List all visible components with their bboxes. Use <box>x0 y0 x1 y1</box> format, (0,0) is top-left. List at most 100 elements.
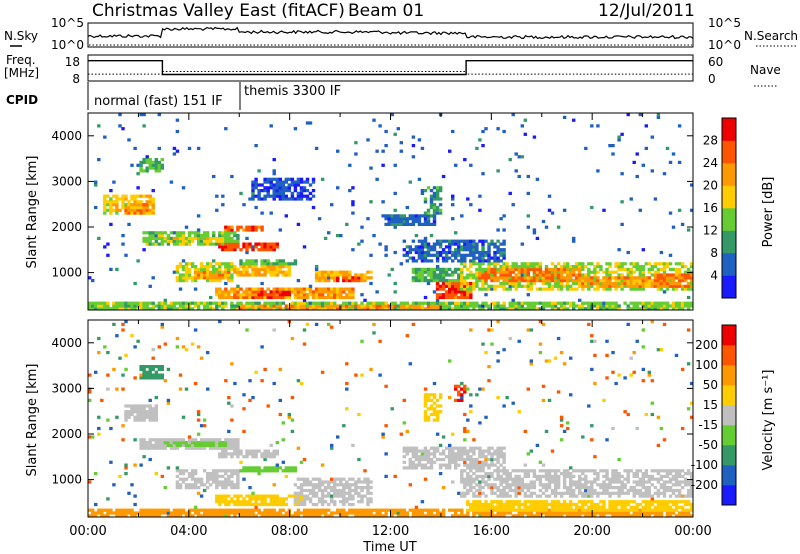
scatter-cell <box>302 488 307 493</box>
scatter-cell <box>617 514 621 518</box>
scatter-cell <box>662 284 667 288</box>
scatter-cell <box>478 304 482 308</box>
scatter-cell <box>88 304 92 308</box>
scatter-cell <box>196 486 201 490</box>
scatter-cell <box>484 449 488 453</box>
scatter-cell <box>109 460 113 464</box>
scatter-cell <box>320 502 325 507</box>
scatter-cell <box>154 373 159 377</box>
scatter-cell <box>665 276 670 280</box>
scatter-cell <box>221 452 225 456</box>
scatter-cell <box>212 270 216 274</box>
scatter-cell <box>121 387 125 391</box>
scatter-cell <box>411 446 416 450</box>
scatter-cell <box>209 301 213 305</box>
scatter-cell <box>451 281 455 286</box>
scatter-cell <box>254 177 258 181</box>
scatter-cell <box>323 279 328 283</box>
scatter-cell <box>572 118 576 122</box>
scatter-cell <box>121 203 125 207</box>
scatter-cell <box>275 494 280 498</box>
scatter-cell <box>478 250 482 255</box>
scatter-cell <box>517 284 521 288</box>
scatter-cell <box>248 494 252 498</box>
scatter-cell <box>590 486 594 490</box>
scatter-cell <box>502 514 506 518</box>
scatter-cell <box>124 304 128 308</box>
scatter-cell <box>290 191 295 196</box>
scatter-cell <box>299 500 304 504</box>
scatter-cell <box>266 191 270 196</box>
scatter-cell <box>587 307 591 311</box>
scatter-cell <box>484 457 488 462</box>
scatter-cell <box>178 276 183 280</box>
scatter-cell <box>169 239 174 243</box>
scatter-cell <box>360 239 364 243</box>
scatter-cell <box>124 194 128 198</box>
scatter-cell <box>218 279 222 283</box>
scatter-cell <box>429 466 434 470</box>
scatter-cell <box>148 163 152 167</box>
scatter-cell <box>178 511 183 515</box>
scatter-cell <box>581 304 585 308</box>
scatter-cell <box>683 270 688 274</box>
scatter-cell <box>526 328 531 332</box>
scatter-cell <box>272 242 276 246</box>
scatter-cell <box>493 514 497 518</box>
scatter-cell <box>275 466 280 470</box>
scatter-cell <box>330 295 334 300</box>
scatter-cell <box>293 494 298 498</box>
scatter-cell <box>614 279 618 283</box>
scatter-cell <box>287 177 292 181</box>
scatter-cell <box>184 483 189 487</box>
scatter-cell <box>466 242 470 246</box>
scatter-cell <box>287 466 292 470</box>
scatter-cell <box>475 250 479 255</box>
scatter-cell <box>490 446 494 450</box>
scatter-cell <box>254 494 258 498</box>
scatter-cell <box>145 508 149 512</box>
scatter-cell <box>348 483 352 487</box>
scatter-cell <box>121 197 125 201</box>
scatter-cell <box>432 460 437 464</box>
scatter-cell <box>372 514 376 518</box>
scatter-cell <box>118 208 122 212</box>
scatter-cell <box>596 307 600 311</box>
scatter-cell <box>154 169 159 173</box>
scatter-cell <box>272 186 276 190</box>
scatter-cell <box>151 356 155 360</box>
scatter-cell <box>269 502 273 507</box>
scatter-cell <box>484 279 488 283</box>
scatter-cell <box>142 307 146 311</box>
scatter-cell <box>553 301 558 305</box>
scatter-cell <box>481 129 485 134</box>
scatter-cell <box>145 200 149 204</box>
scatter-cell <box>375 307 379 311</box>
scatter-cell <box>154 407 159 411</box>
scatter-cell <box>584 508 588 512</box>
scatter-cell <box>145 446 149 450</box>
scatter-cell <box>478 307 482 311</box>
scatter-cell <box>690 262 694 266</box>
scatter-cell <box>393 191 397 196</box>
scatter-cell <box>275 189 280 193</box>
scatter-cell <box>284 295 289 300</box>
scatter-cell <box>260 500 264 504</box>
scatter-cell <box>342 514 346 518</box>
scatter-cell <box>287 265 292 269</box>
scatter-cell <box>463 256 467 260</box>
scatter-cell <box>360 494 364 498</box>
scatter-cell <box>357 508 361 512</box>
scatter-cell <box>157 113 162 117</box>
scatter-cell <box>178 472 183 476</box>
scatter-cell <box>202 446 207 450</box>
scatter-cell <box>472 505 476 509</box>
scatter-cell <box>514 273 518 277</box>
scatter-cell <box>538 508 543 512</box>
scatter-cell <box>590 205 594 210</box>
scatter-cell <box>272 502 276 507</box>
scatter-cell <box>236 284 240 288</box>
scatter-cell <box>239 508 243 512</box>
scatter-cell <box>348 491 352 495</box>
scatter-cell <box>260 304 264 308</box>
